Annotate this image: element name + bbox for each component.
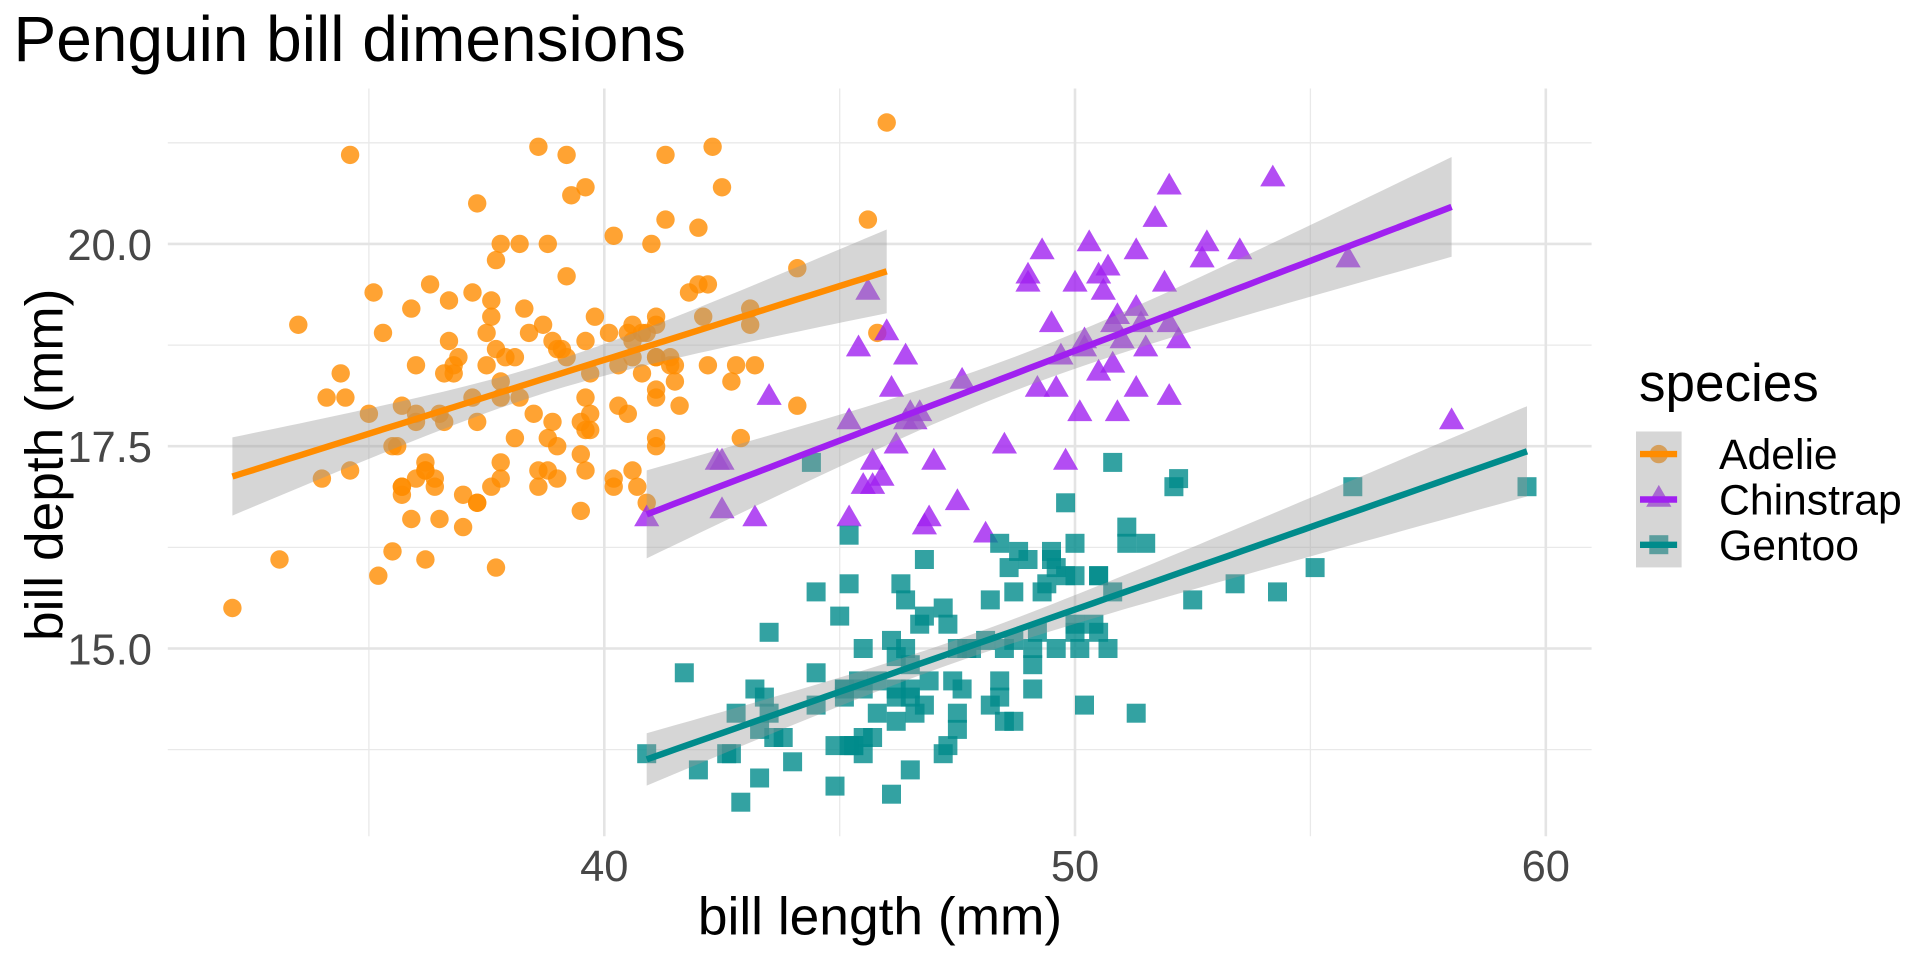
svg-text:Penguin bill dimensions: Penguin bill dimensions <box>14 3 686 75</box>
svg-text:Adelie: Adelie <box>1719 431 1838 479</box>
svg-text:60: 60 <box>1522 843 1570 891</box>
svg-text:50: 50 <box>1051 843 1099 891</box>
svg-text:40: 40 <box>580 843 628 891</box>
svg-text:15.0: 15.0 <box>67 627 152 675</box>
svg-text:bill length (mm): bill length (mm) <box>698 888 1062 947</box>
svg-text:Gentoo: Gentoo <box>1719 522 1859 570</box>
svg-text:20.0: 20.0 <box>67 222 152 270</box>
svg-text:17.5: 17.5 <box>67 424 152 472</box>
svg-text:bill depth (mm): bill depth (mm) <box>16 289 75 641</box>
svg-text:species: species <box>1639 354 1819 413</box>
svg-text:Chinstrap: Chinstrap <box>1719 476 1902 524</box>
